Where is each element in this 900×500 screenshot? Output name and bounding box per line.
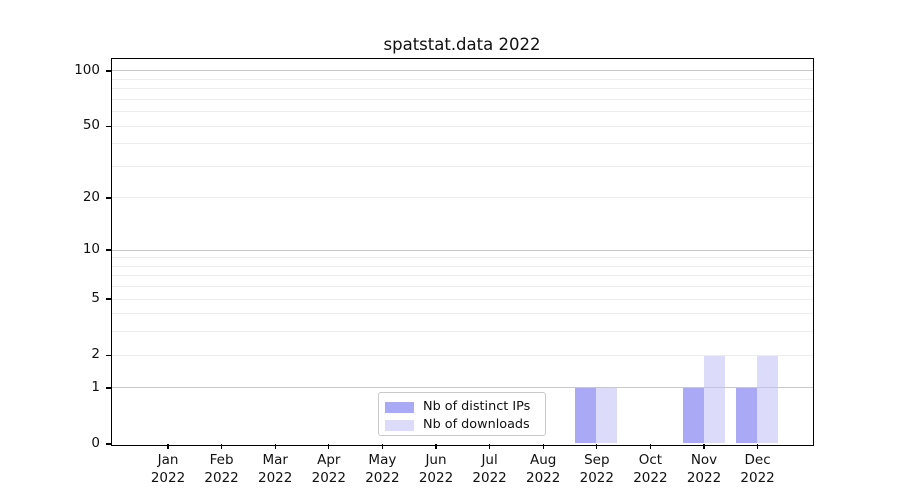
minor-gridline bbox=[111, 331, 813, 333]
legend-swatch-downloads bbox=[385, 419, 414, 431]
x-tick bbox=[274, 444, 276, 449]
x-tick-label-oct: Oct 2022 bbox=[633, 452, 668, 486]
y-tick-label: 5 bbox=[91, 290, 100, 307]
x-tick-label-apr: Apr 2022 bbox=[311, 452, 346, 486]
major-gridline bbox=[111, 387, 813, 389]
y-tick bbox=[106, 387, 112, 389]
y-tick bbox=[106, 125, 112, 127]
x-tick bbox=[220, 444, 223, 449]
x-tick-label-feb: Feb 2022 bbox=[204, 452, 239, 486]
x-tick bbox=[381, 444, 384, 449]
minor-gridline bbox=[111, 286, 813, 288]
minor-gridline bbox=[111, 265, 813, 267]
x-tick-label-dec: Dec 2022 bbox=[740, 452, 775, 486]
y-tick-label: 50 bbox=[82, 117, 100, 134]
y-tick bbox=[106, 443, 112, 445]
minor-gridline bbox=[111, 111, 813, 113]
legend-item-distinct-ips: Nb of distinct IPs bbox=[385, 399, 545, 415]
x-tick-label-mar: Mar 2022 bbox=[258, 452, 293, 486]
legend-swatch-distinct-ips bbox=[385, 401, 414, 413]
x-tick-label-sep: Sep 2022 bbox=[579, 452, 614, 486]
y-tick-label: 0 bbox=[91, 435, 100, 451]
bar-nb-of-downloads-nov bbox=[703, 354, 725, 444]
x-tick-label-jan: Jan 2022 bbox=[150, 452, 186, 486]
bar-nb-of-downloads-sep bbox=[596, 387, 618, 444]
x-tick bbox=[542, 444, 544, 449]
minor-gridline bbox=[111, 354, 813, 356]
x-tick bbox=[435, 444, 437, 449]
legend: Nb of distinct IPs Nb of downloads bbox=[378, 392, 546, 436]
y-tick-label: 1 bbox=[91, 378, 100, 395]
major-gridline bbox=[111, 70, 813, 72]
minor-gridline bbox=[111, 88, 813, 90]
minor-gridline bbox=[111, 125, 813, 127]
y-tick-label: 20 bbox=[82, 188, 100, 205]
y-tick bbox=[106, 70, 112, 72]
legend-label-distinct-ips: Nb of distinct IPs bbox=[423, 399, 531, 414]
x-tick bbox=[649, 444, 652, 449]
minor-gridline bbox=[111, 298, 813, 300]
legend-item-downloads: Nb of downloads bbox=[385, 417, 545, 433]
y-tick bbox=[106, 197, 112, 199]
plot-area bbox=[110, 57, 814, 446]
y-tick bbox=[106, 354, 112, 356]
minor-gridline bbox=[111, 98, 813, 100]
x-tick bbox=[596, 444, 598, 449]
x-tick-label-nov: Nov 2022 bbox=[686, 452, 722, 486]
x-tick bbox=[703, 444, 705, 449]
bar-nb-of-distinct-ips-sep bbox=[575, 387, 597, 444]
minor-gridline bbox=[111, 78, 813, 80]
x-tick-label-may: May 2022 bbox=[365, 452, 400, 486]
y-tick-label: 2 bbox=[91, 346, 100, 363]
bar-nb-of-distinct-ips-nov bbox=[682, 387, 704, 444]
x-tick bbox=[167, 444, 169, 449]
minor-gridline bbox=[111, 313, 813, 315]
x-tick bbox=[756, 444, 759, 449]
x-tick bbox=[328, 444, 330, 449]
bar-nb-of-downloads-dec bbox=[757, 354, 779, 444]
x-tick-label-jul: Jul 2022 bbox=[472, 452, 507, 486]
x-tick-label-jun: Jun 2022 bbox=[418, 452, 454, 486]
bar-nb-of-distinct-ips-dec bbox=[736, 387, 758, 444]
y-tick-label: 10 bbox=[82, 241, 100, 258]
y-tick bbox=[106, 249, 112, 251]
major-gridline bbox=[111, 249, 813, 251]
minor-gridline bbox=[111, 143, 813, 145]
minor-gridline bbox=[111, 165, 813, 167]
legend-label-downloads: Nb of downloads bbox=[423, 417, 530, 432]
chart-title: spatstat.data 2022 bbox=[383, 35, 541, 54]
minor-gridline bbox=[111, 197, 813, 199]
x-tick bbox=[488, 444, 491, 449]
y-tick bbox=[106, 298, 112, 300]
minor-gridline bbox=[111, 275, 813, 277]
y-tick-label: 100 bbox=[74, 61, 100, 78]
minor-gridline bbox=[111, 257, 813, 259]
x-tick-label-aug: Aug 2022 bbox=[526, 452, 561, 486]
